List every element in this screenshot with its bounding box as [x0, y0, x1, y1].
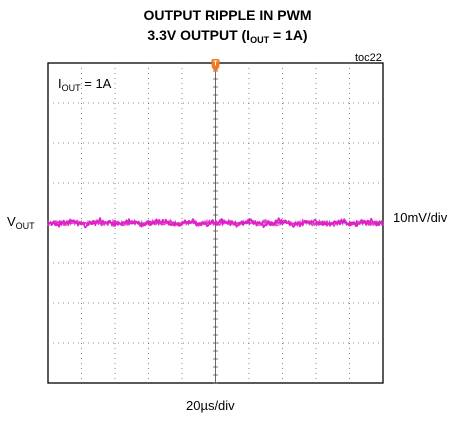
trigger-pointer-icon	[211, 67, 220, 72]
figure-id: toc22	[355, 52, 382, 64]
chart-title-line1: OUTPUT RIPPLE IN PWM	[143, 7, 312, 23]
chart-title-line2: 3.3V OUTPUT (IOUT = 1A)	[147, 27, 308, 45]
trace-label-vout: VOUT	[7, 214, 35, 231]
load-annotation: IOUT = 1A	[58, 76, 112, 93]
y-scale-label: 10mV/div	[393, 210, 448, 225]
trigger-marker-icon	[211, 59, 220, 67]
vout-trace-envelope	[47, 218, 384, 228]
x-scale-label: 20µs/div	[186, 398, 235, 413]
trigger-letter: T	[213, 61, 218, 68]
